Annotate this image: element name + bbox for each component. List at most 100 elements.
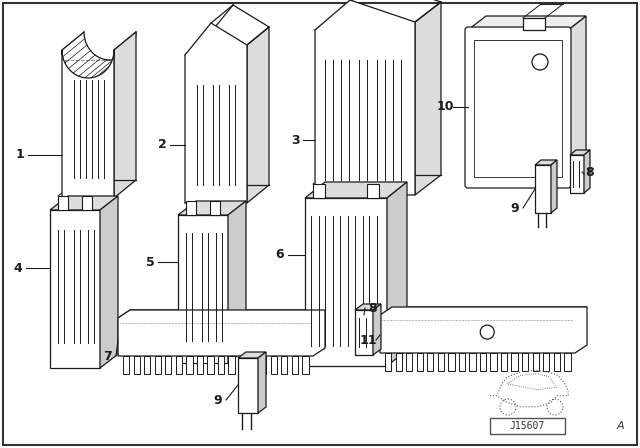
Text: 4: 4 <box>13 262 22 275</box>
Text: 1: 1 <box>15 148 24 161</box>
Bar <box>53 214 97 364</box>
Polygon shape <box>271 356 277 374</box>
Polygon shape <box>551 160 557 213</box>
Text: 9: 9 <box>511 202 519 215</box>
Polygon shape <box>250 356 256 374</box>
Circle shape <box>532 54 548 70</box>
FancyBboxPatch shape <box>490 418 565 434</box>
Polygon shape <box>468 16 586 30</box>
Polygon shape <box>114 32 136 198</box>
Text: 8: 8 <box>586 165 595 178</box>
Polygon shape <box>511 353 518 371</box>
Polygon shape <box>228 201 246 363</box>
Polygon shape <box>543 353 549 371</box>
Polygon shape <box>118 310 325 356</box>
Bar <box>472 34 564 181</box>
Polygon shape <box>118 310 325 318</box>
Polygon shape <box>490 353 497 371</box>
Polygon shape <box>554 353 560 371</box>
Polygon shape <box>355 310 373 355</box>
Text: 7: 7 <box>104 349 113 362</box>
Bar <box>474 40 562 177</box>
Text: 3: 3 <box>291 134 300 146</box>
Polygon shape <box>155 356 161 374</box>
Polygon shape <box>218 356 224 374</box>
Polygon shape <box>568 16 586 185</box>
Bar <box>308 202 384 362</box>
Polygon shape <box>186 356 193 374</box>
Polygon shape <box>417 353 423 371</box>
Polygon shape <box>584 150 590 193</box>
Polygon shape <box>134 356 140 374</box>
Text: 8: 8 <box>369 302 378 314</box>
Polygon shape <box>373 304 381 355</box>
Bar <box>58 196 68 210</box>
Polygon shape <box>238 358 258 413</box>
Polygon shape <box>570 155 584 193</box>
Polygon shape <box>239 356 245 374</box>
Polygon shape <box>281 356 287 374</box>
Circle shape <box>480 325 494 339</box>
Polygon shape <box>448 353 454 371</box>
Text: J15607: J15607 <box>509 421 545 431</box>
Polygon shape <box>501 353 508 371</box>
Polygon shape <box>260 356 266 374</box>
Polygon shape <box>258 352 266 413</box>
Polygon shape <box>438 353 444 371</box>
Bar <box>367 184 379 198</box>
Polygon shape <box>238 352 266 358</box>
Text: 10: 10 <box>436 100 454 113</box>
Bar <box>181 219 225 359</box>
Polygon shape <box>355 304 381 310</box>
Polygon shape <box>535 165 551 213</box>
FancyBboxPatch shape <box>465 27 571 188</box>
Polygon shape <box>228 356 235 374</box>
Polygon shape <box>415 2 441 195</box>
Polygon shape <box>570 150 590 155</box>
Polygon shape <box>385 353 391 371</box>
Polygon shape <box>396 353 402 371</box>
Text: 5: 5 <box>146 255 154 268</box>
Polygon shape <box>207 356 214 374</box>
Polygon shape <box>387 182 407 366</box>
Polygon shape <box>380 307 587 315</box>
Bar <box>82 196 92 210</box>
Polygon shape <box>315 0 415 195</box>
Text: 6: 6 <box>276 249 284 262</box>
Polygon shape <box>247 27 269 203</box>
Polygon shape <box>50 196 118 210</box>
Polygon shape <box>427 353 433 371</box>
Bar <box>186 201 196 215</box>
Polygon shape <box>185 23 247 203</box>
Text: A: A <box>616 421 624 431</box>
Polygon shape <box>532 353 539 371</box>
Text: 2: 2 <box>157 138 166 151</box>
Bar <box>188 63 244 199</box>
Polygon shape <box>165 356 172 374</box>
Polygon shape <box>380 307 587 353</box>
Polygon shape <box>50 210 100 368</box>
Polygon shape <box>123 356 129 374</box>
Text: 9: 9 <box>214 393 222 406</box>
Polygon shape <box>144 356 150 374</box>
Polygon shape <box>196 356 203 374</box>
Polygon shape <box>292 356 298 374</box>
Polygon shape <box>406 353 412 371</box>
Polygon shape <box>480 353 486 371</box>
Polygon shape <box>305 198 387 366</box>
Bar <box>523 18 545 30</box>
Polygon shape <box>176 356 182 374</box>
Bar <box>210 201 220 215</box>
Polygon shape <box>522 353 529 371</box>
Polygon shape <box>305 182 407 198</box>
Polygon shape <box>178 215 228 363</box>
Polygon shape <box>535 160 557 165</box>
Text: 11: 11 <box>359 333 377 346</box>
Polygon shape <box>469 353 476 371</box>
Polygon shape <box>564 353 570 371</box>
Polygon shape <box>459 353 465 371</box>
Bar <box>65 60 111 193</box>
Bar <box>313 184 325 198</box>
Polygon shape <box>178 201 246 215</box>
Polygon shape <box>302 356 308 374</box>
